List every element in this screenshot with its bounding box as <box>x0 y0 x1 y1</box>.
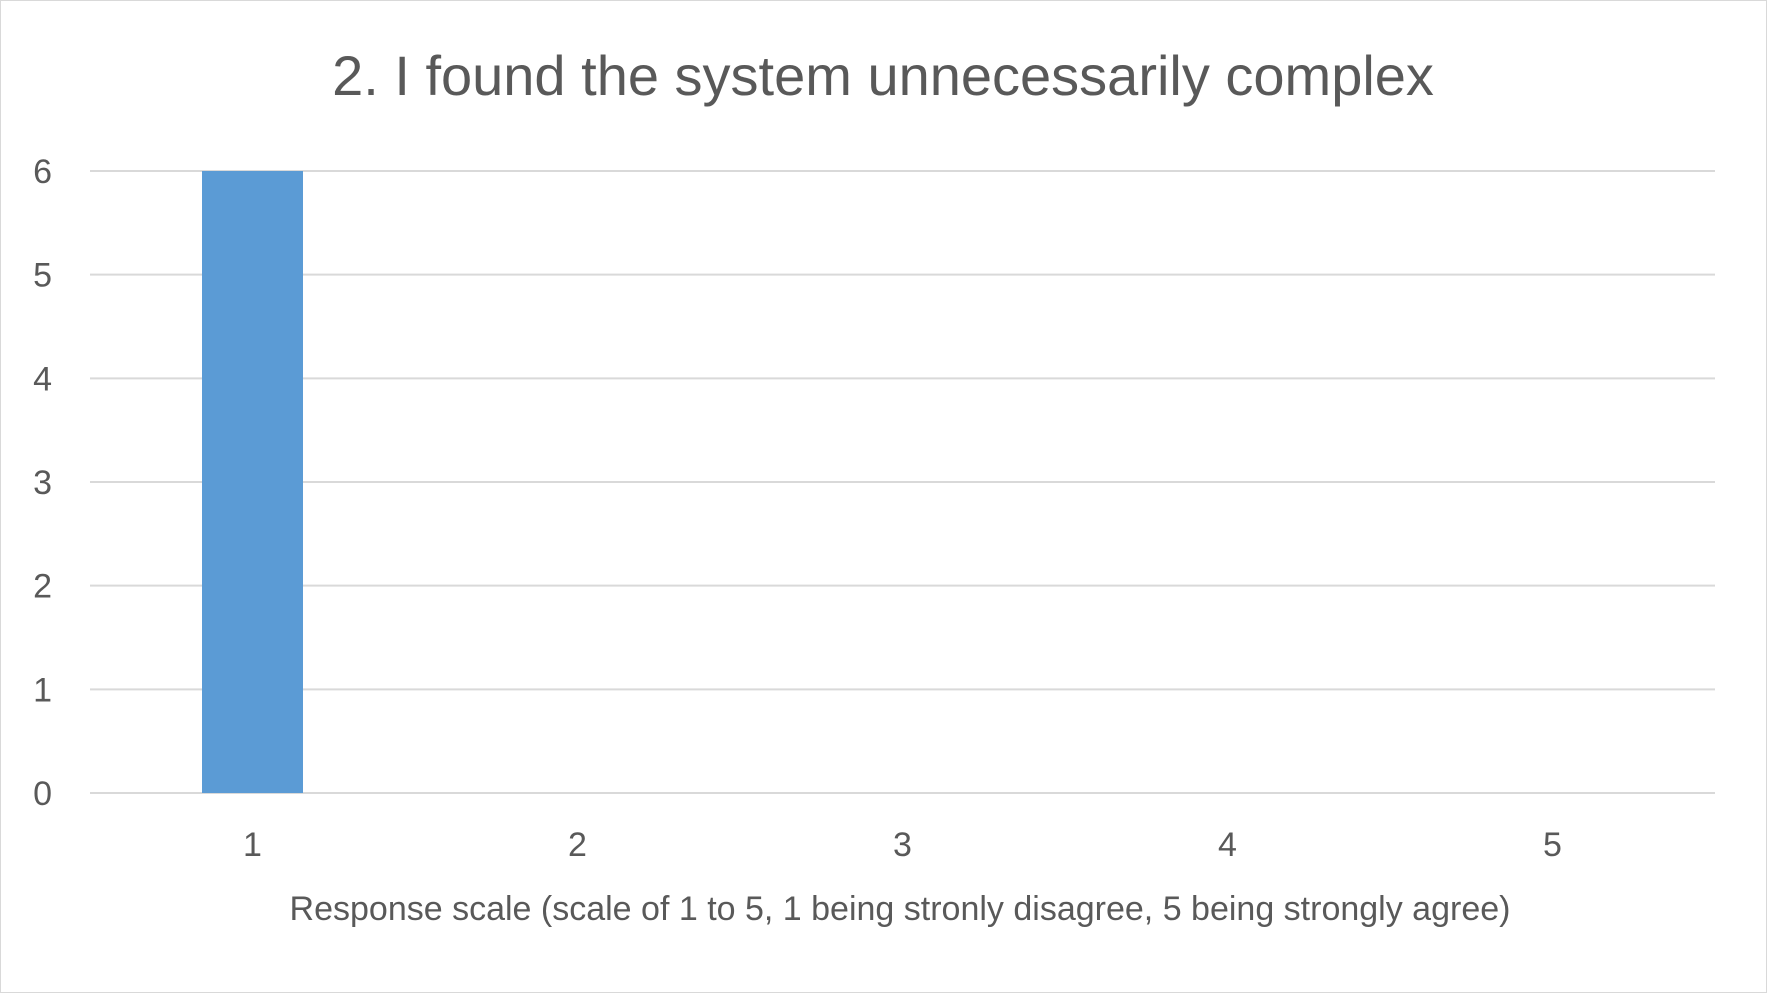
x-tick-label: 2 <box>568 826 587 864</box>
y-tick-label: 3 <box>33 464 52 502</box>
x-tick-label: 4 <box>1218 826 1237 864</box>
y-tick-label: 5 <box>33 257 52 295</box>
x-axis-title: Response scale (scale of 1 to 5, 1 being… <box>290 890 1511 928</box>
x-axis-ticks: 1 2 3 4 5 <box>243 826 1562 864</box>
y-tick-label: 0 <box>33 775 52 813</box>
x-tick-label: 5 <box>1543 826 1562 864</box>
bars <box>202 171 303 793</box>
y-axis-ticks: 0 1 2 3 4 5 6 <box>33 153 52 813</box>
y-tick-label: 4 <box>33 360 52 398</box>
gridlines <box>90 170 1715 794</box>
y-tick-label: 2 <box>33 568 52 606</box>
bar-1 <box>202 171 303 793</box>
x-tick-label: 3 <box>893 826 912 864</box>
chart-title: 2. I found the system unnecessarily comp… <box>332 44 1434 107</box>
y-tick-label: 1 <box>33 671 52 709</box>
x-tick-label: 1 <box>243 826 262 864</box>
y-tick-label: 6 <box>33 153 52 191</box>
